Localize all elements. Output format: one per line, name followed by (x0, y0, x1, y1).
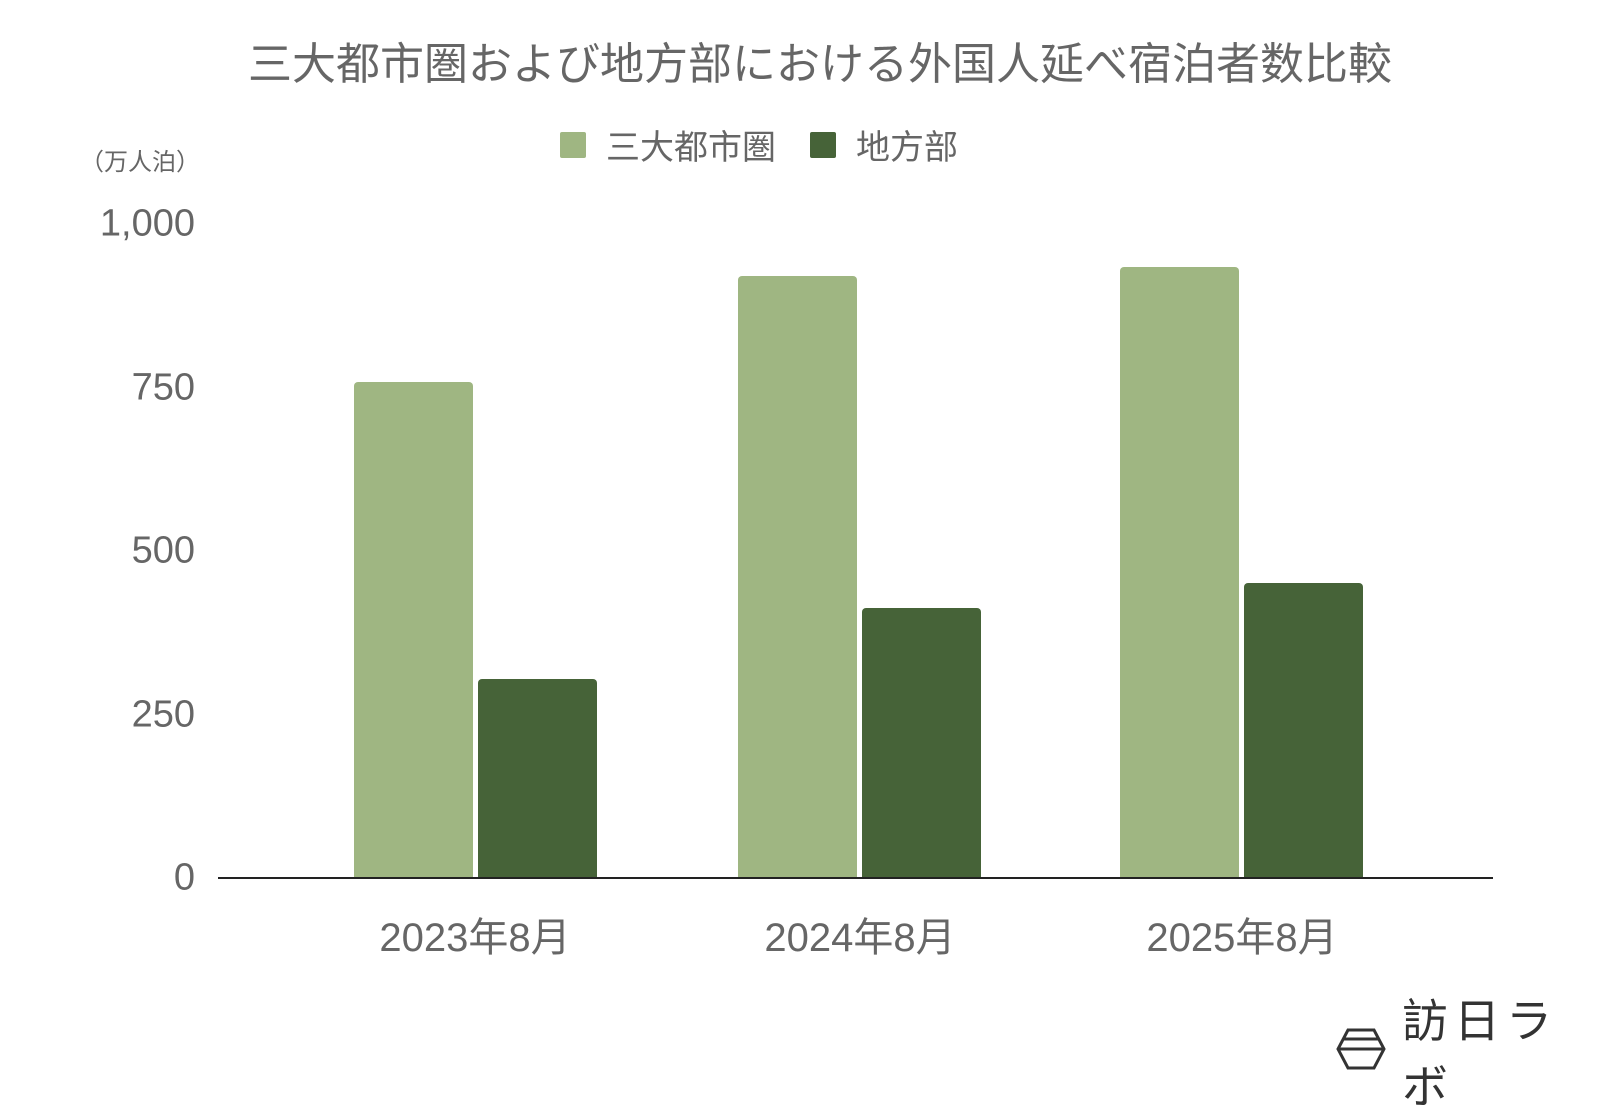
y-tick-500: 500 (131, 529, 195, 572)
brand-text: 訪日ラボ (1402, 994, 1558, 1114)
x-axis-line (218, 877, 1493, 879)
bar-metro-2023年8月 (354, 382, 473, 878)
legend-item-regional: 地方部 (810, 120, 958, 169)
legend-swatch-metro (560, 131, 586, 158)
bar-metro-2025年8月 (1120, 267, 1239, 878)
legend-item-metro: 三大都市圏 (560, 120, 776, 169)
chart-legend: 三大都市圏 地方部 (560, 120, 992, 169)
bar-metro-2024年8月 (738, 276, 857, 878)
y-tick-0: 0 (173, 856, 195, 899)
y-tick-1000: 1,000 (99, 202, 195, 245)
chart-title: 三大都市圏および地方部における外国人延べ宿泊者数比較 (248, 39, 1392, 90)
legend-label-regional: 地方部 (856, 128, 958, 168)
y-tick-750: 750 (131, 366, 195, 409)
x-label-2024: 2024年8月 (764, 916, 956, 960)
brand-logo: 訪日ラボ (1336, 985, 1600, 1117)
legend-swatch-regional (810, 131, 836, 158)
bar-regional-2024年8月 (862, 607, 981, 878)
x-label-2023: 2023年8月 (379, 916, 571, 960)
hexagon-logo-icon (1336, 1028, 1386, 1074)
y-axis-unit: （万人泊） (80, 148, 200, 176)
y-tick-250: 250 (131, 693, 195, 736)
bar-regional-2023年8月 (478, 679, 597, 878)
bar-regional-2025年8月 (1244, 583, 1363, 878)
legend-label-metro: 三大都市圏 (606, 128, 776, 168)
x-label-2025: 2025年8月 (1146, 916, 1338, 960)
